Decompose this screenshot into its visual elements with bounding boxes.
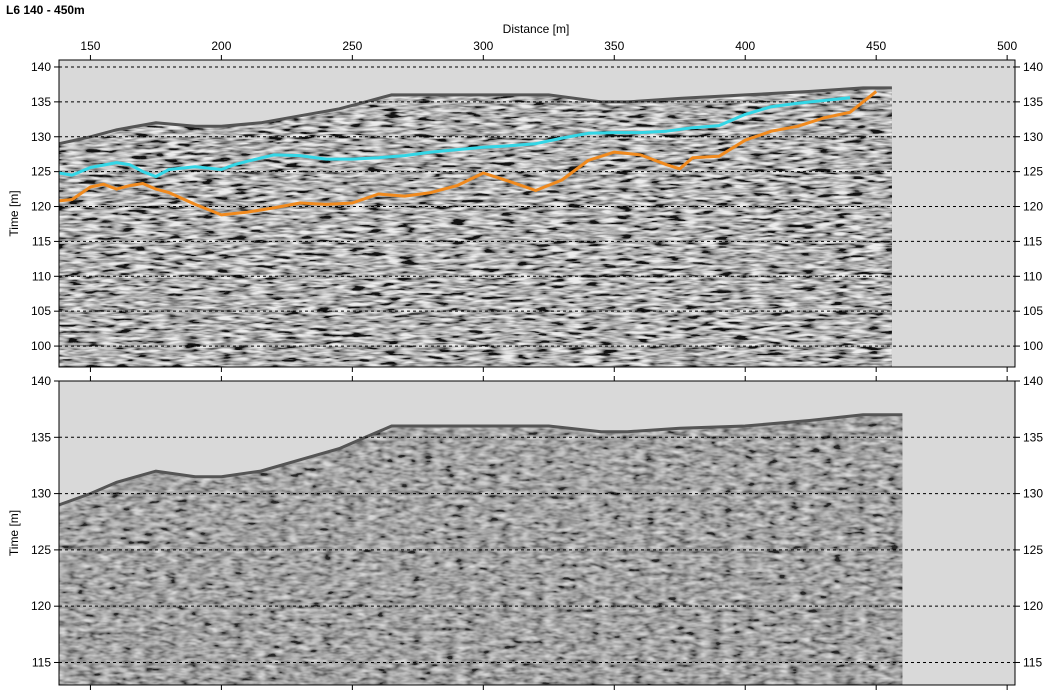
x-tick-label: 250 xyxy=(342,39,362,53)
ground-surface-line xyxy=(58,86,892,146)
x-tick-label: 200 xyxy=(211,39,231,53)
x-tick-label: 150 xyxy=(80,39,100,53)
panel-bottom-radargram: 115 115 120 120 125 125 130 130 135 135 140 140 Time… xyxy=(7,374,1043,690)
y-tick-label-right: 105 xyxy=(1023,304,1043,318)
y-tick-label-right: 140 xyxy=(1023,374,1043,388)
y-tick-label-left: 125 xyxy=(31,165,51,179)
panel-top-radargram: 100 100 105 105 110 110 115 115 120 120 125 125 130 1… xyxy=(7,39,1043,372)
panel-frame xyxy=(58,380,1016,686)
page-title: L6 140 - 450m xyxy=(6,3,85,17)
y-tick-label-right: 135 xyxy=(1023,430,1043,444)
ground-surface-line xyxy=(58,413,903,507)
x-tick-label: 450 xyxy=(866,39,886,53)
y-tick-label-left: 120 xyxy=(31,599,51,613)
y-tick-label-right: 140 xyxy=(1023,60,1043,74)
y-tick-label-left: 130 xyxy=(31,130,51,144)
x-tick-label: 300 xyxy=(473,39,493,53)
y-tick-label-right: 100 xyxy=(1023,339,1043,353)
horizon-line-orange xyxy=(58,90,878,217)
x-tick-label: 500 xyxy=(997,39,1017,53)
y-tick-label-right: 130 xyxy=(1023,130,1043,144)
horizon-line-cyan xyxy=(58,96,851,178)
x-axis-title: Distance [m] xyxy=(503,22,570,36)
y-tick-label-right: 115 xyxy=(1023,655,1042,669)
y-tick-label-left: 125 xyxy=(31,543,51,557)
y-axis-title: Time [m] xyxy=(7,190,21,236)
y-tick-label-left: 120 xyxy=(31,200,51,214)
panel-frame xyxy=(58,59,1016,368)
y-tick-label-right: 130 xyxy=(1023,487,1043,501)
y-tick-label-right: 120 xyxy=(1023,200,1043,214)
x-tick-label: 350 xyxy=(604,39,624,53)
radargram-texture xyxy=(59,87,892,367)
y-tick-label-right: 115 xyxy=(1023,234,1042,248)
y-tick-label-left: 140 xyxy=(31,374,51,388)
y-tick-label-left: 135 xyxy=(31,430,51,444)
y-tick-label-left: 110 xyxy=(32,269,51,283)
y-tick-label-left: 115 xyxy=(32,655,51,669)
y-tick-label-left: 130 xyxy=(31,487,51,501)
y-tick-label-left: 135 xyxy=(31,95,51,109)
y-tick-label-right: 125 xyxy=(1023,543,1043,557)
y-tick-label-left: 140 xyxy=(31,60,51,74)
y-tick-label-left: 100 xyxy=(31,339,51,353)
y-tick-label-right: 110 xyxy=(1023,269,1042,283)
y-tick-label-right: 125 xyxy=(1023,165,1043,179)
y-tick-label-left: 115 xyxy=(32,234,51,248)
x-tick-label: 400 xyxy=(735,39,755,53)
y-tick-label-left: 105 xyxy=(31,304,51,318)
y-tick-label-right: 120 xyxy=(1023,599,1043,613)
y-tick-label-right: 135 xyxy=(1023,95,1043,109)
y-axis-title: Time [m] xyxy=(7,510,21,556)
